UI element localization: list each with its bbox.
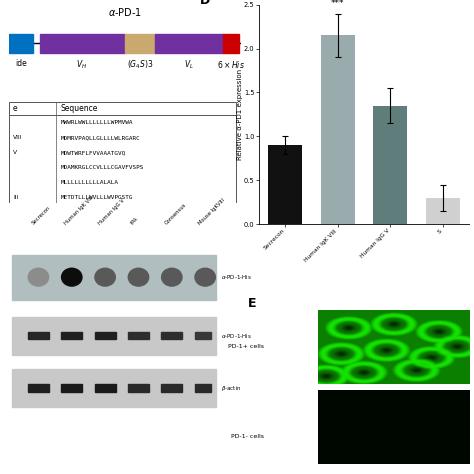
- Bar: [40, 34, 125, 53]
- Ellipse shape: [128, 268, 149, 286]
- Bar: [195, 332, 211, 339]
- Text: $(G_4S)3$: $(G_4S)3$: [127, 59, 154, 72]
- Text: Human IgG V: Human IgG V: [97, 198, 125, 226]
- Text: E: E: [248, 297, 257, 310]
- Bar: [125, 34, 155, 53]
- Ellipse shape: [62, 268, 82, 286]
- Text: MDAMKRGLCCVLLLCGAVFVSPS: MDAMKRGLCCVLLLCGAVFVSPS: [60, 165, 144, 170]
- Ellipse shape: [28, 268, 49, 286]
- Bar: [268, 145, 302, 224]
- Text: MDMRVPAQLLGLLLLWLRGARC: MDMRVPAQLLGLLLLWLRGARC: [60, 135, 140, 140]
- Text: His-AF488: His-AF488: [378, 310, 413, 316]
- Bar: [161, 332, 182, 339]
- Bar: [128, 332, 149, 339]
- Bar: [28, 332, 49, 339]
- Text: $\alpha$-PD-1-His: $\alpha$-PD-1-His: [221, 332, 252, 340]
- Ellipse shape: [195, 268, 215, 286]
- Text: tPA: tPA: [130, 216, 140, 226]
- Text: D: D: [200, 0, 210, 7]
- Bar: [9, 34, 33, 53]
- Bar: [12, 369, 216, 407]
- Bar: [61, 332, 82, 339]
- Text: ***: ***: [331, 0, 345, 8]
- Ellipse shape: [162, 268, 182, 286]
- Text: Mouse IgKVIII: Mouse IgKVIII: [197, 198, 225, 226]
- Bar: [95, 384, 116, 392]
- Bar: [12, 317, 216, 355]
- Bar: [195, 384, 211, 392]
- Text: $6\times His$: $6\times His$: [217, 59, 245, 70]
- Text: PD-1+ cells: PD-1+ cells: [228, 344, 264, 349]
- Text: $V_H$: $V_H$: [76, 59, 87, 72]
- Text: VIII: VIII: [13, 135, 22, 140]
- Text: ide: ide: [15, 59, 27, 68]
- Ellipse shape: [95, 268, 115, 286]
- Bar: [128, 384, 149, 392]
- Text: Sequence: Sequence: [60, 104, 98, 113]
- Text: III: III: [13, 195, 18, 200]
- Text: MLLLLLLLLLLALALA: MLLLLLLLLLLALALA: [60, 180, 118, 185]
- Text: $\alpha$-PD-1: $\alpha$-PD-1: [108, 6, 142, 18]
- Bar: [222, 34, 239, 53]
- Text: V: V: [13, 150, 17, 155]
- Text: MWWRLWWLLLLLLLWPMVWA: MWWRLWWLLLLLLLWPMVWA: [60, 120, 133, 125]
- Text: Secrecon: Secrecon: [30, 205, 51, 226]
- Text: PD-1- cells: PD-1- cells: [231, 434, 264, 439]
- Bar: [321, 36, 355, 224]
- Text: e: e: [13, 104, 18, 113]
- Bar: [373, 106, 407, 224]
- Bar: [155, 34, 222, 53]
- Bar: [61, 384, 82, 392]
- Text: $\alpha$-PD-1-His: $\alpha$-PD-1-His: [221, 273, 252, 281]
- Text: Consensus: Consensus: [164, 202, 187, 226]
- Text: MDWTWRFLFVVAAATGVQ: MDWTWRFLFVVAAATGVQ: [60, 150, 126, 155]
- Text: METDTLLLWVLLLWVPGSTG: METDTLLLWVLLLWVPGSTG: [60, 195, 133, 200]
- Y-axis label: Relative α-PD1 expression: Relative α-PD1 expression: [237, 69, 243, 160]
- Text: $\beta$-actin: $\beta$-actin: [221, 383, 242, 392]
- Bar: [12, 255, 216, 300]
- Text: $V_L$: $V_L$: [184, 59, 194, 72]
- Bar: [161, 384, 182, 392]
- Bar: [95, 332, 116, 339]
- Text: Human IgK VIII: Human IgK VIII: [64, 195, 95, 226]
- Bar: [28, 384, 49, 392]
- Bar: [426, 198, 460, 224]
